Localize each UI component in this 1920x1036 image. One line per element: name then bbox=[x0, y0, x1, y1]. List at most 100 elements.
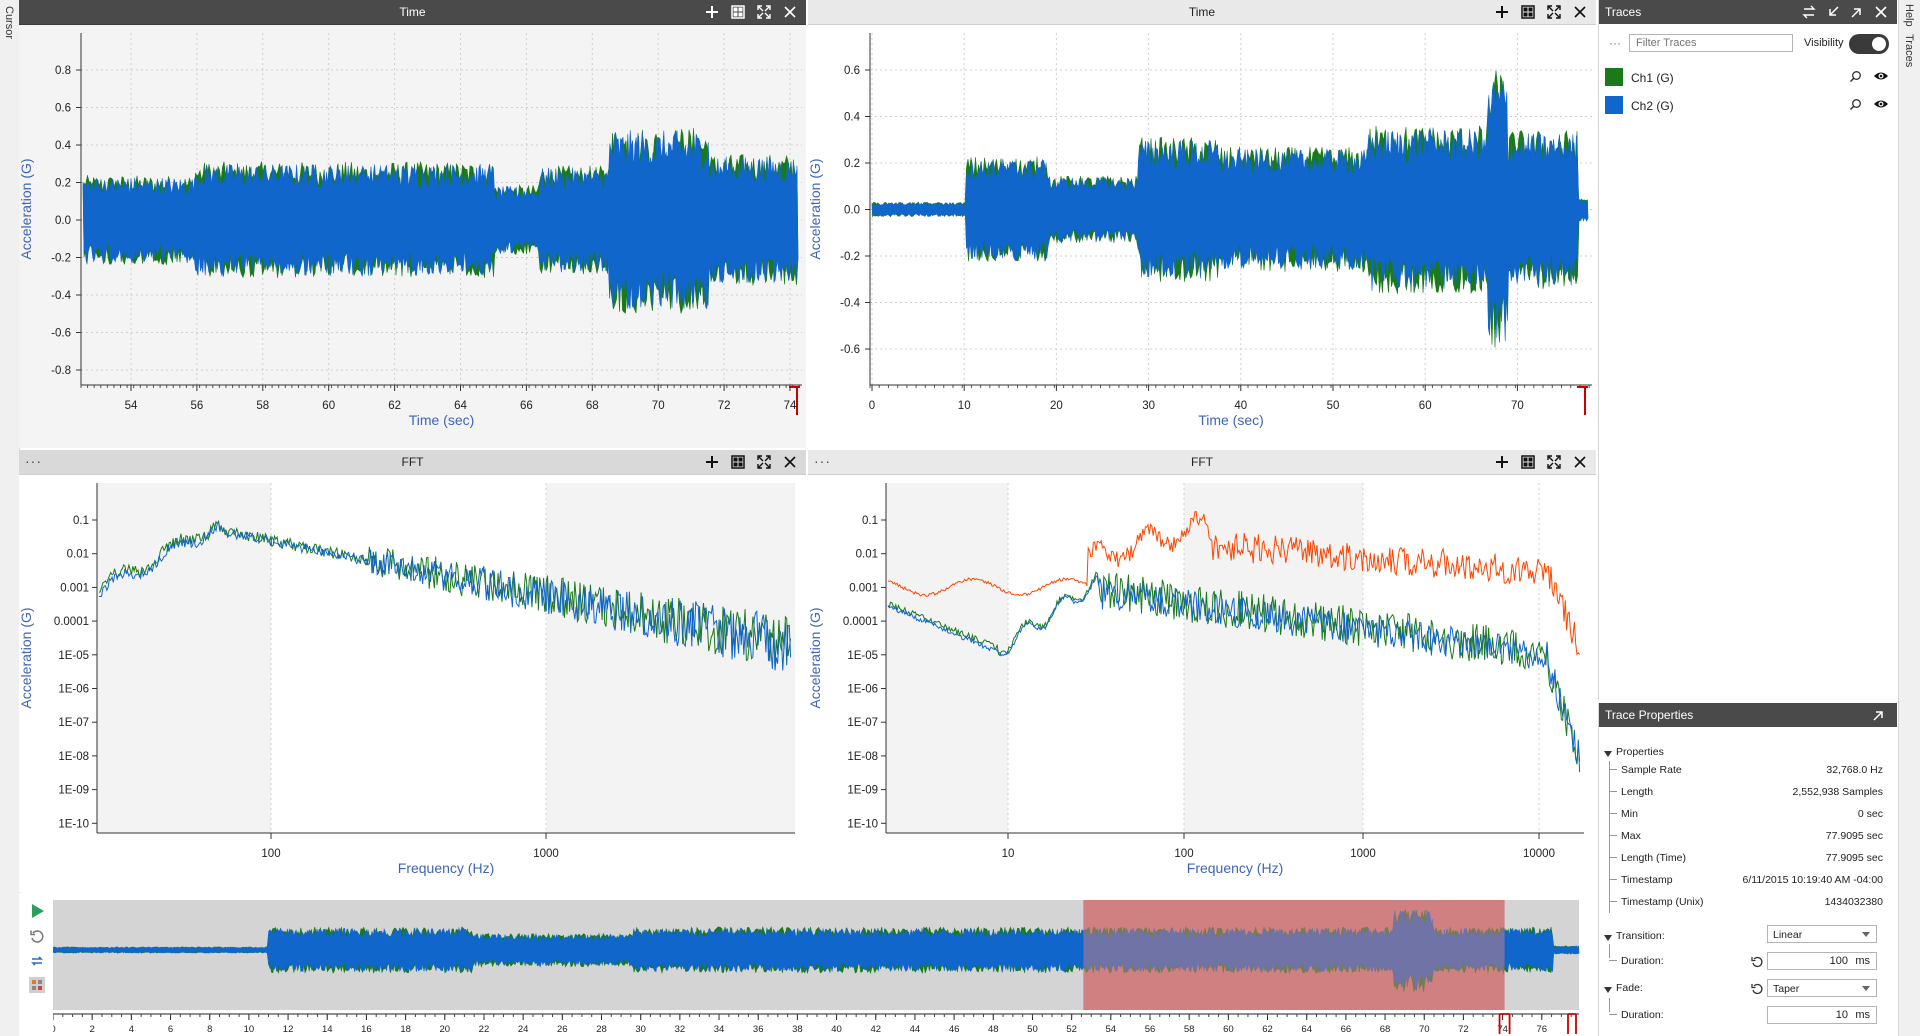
traces-tab-label[interactable]: Traces bbox=[1903, 34, 1915, 68]
y-tick-label: 1E-09 bbox=[847, 785, 878, 797]
y-tick-label: 0.8 bbox=[55, 65, 71, 77]
search-icon[interactable] bbox=[1849, 98, 1862, 116]
fade-duration-value: 10 bbox=[1835, 1009, 1848, 1021]
close-icon[interactable] bbox=[1570, 452, 1590, 472]
panel-header: ··· FFT bbox=[808, 450, 1596, 475]
overview-tick-label: 50 bbox=[1027, 1024, 1038, 1035]
y-axis-label: Acceleration (G) bbox=[19, 607, 34, 708]
expand-icon[interactable] bbox=[754, 2, 774, 22]
close-icon[interactable] bbox=[780, 2, 800, 22]
property-value: 32,768.0 Hz bbox=[1826, 764, 1883, 776]
transition-select[interactable]: Linear bbox=[1767, 925, 1877, 943]
transition-duration-row: Duration: bbox=[1599, 951, 1897, 971]
expand-icon[interactable] bbox=[1544, 2, 1564, 22]
close-icon[interactable] bbox=[1871, 2, 1891, 22]
fade-duration-label: Duration: bbox=[1621, 1009, 1664, 1021]
property-value: 0 sec bbox=[1857, 808, 1883, 820]
property-row: Length 2,552,938 Samples bbox=[1599, 782, 1897, 802]
fade-duration-input[interactable]: 10 ms bbox=[1767, 1006, 1877, 1024]
overview-tick-label: 34 bbox=[714, 1024, 725, 1035]
fade-duration-unit: ms bbox=[1855, 1009, 1870, 1021]
reset-icon[interactable] bbox=[1751, 982, 1763, 1000]
trace-color-swatch[interactable] bbox=[1605, 96, 1623, 114]
chevron-down-icon[interactable] bbox=[1604, 984, 1612, 996]
fade-row: Fade: bbox=[1599, 978, 1897, 998]
trace-row-ch1[interactable]: Ch1 (G) bbox=[1599, 64, 1897, 90]
overview-tick-label: 14 bbox=[322, 1024, 333, 1035]
fade-select[interactable]: Taper bbox=[1767, 979, 1877, 997]
properties-section[interactable]: Properties bbox=[1599, 742, 1897, 762]
transition-duration-input[interactable]: 100 ms bbox=[1767, 952, 1877, 970]
swap-icon[interactable] bbox=[1799, 2, 1819, 22]
more-icon[interactable]: ··· bbox=[25, 453, 42, 469]
grid-icon[interactable] bbox=[1518, 452, 1538, 472]
visibility-toggle[interactable] bbox=[1849, 34, 1889, 54]
panel-header: Time bbox=[19, 0, 806, 25]
time-plot-2[interactable]: 0.6 0.4 0.2 0.0 -0.2 -0.4 -0.6 0 10 20 30 40 50 60 70 T… bbox=[808, 25, 1596, 448]
expand-icon[interactable] bbox=[1544, 452, 1564, 472]
search-icon[interactable] bbox=[1849, 70, 1862, 88]
chevron-down-icon[interactable] bbox=[1604, 932, 1612, 944]
visibility-label: Visibility bbox=[1804, 37, 1844, 49]
add-icon[interactable] bbox=[702, 2, 722, 22]
end-marker bbox=[1567, 1013, 1577, 1034]
popout-icon[interactable] bbox=[1847, 2, 1867, 22]
fade-select-value: Taper bbox=[1773, 983, 1800, 995]
add-icon[interactable] bbox=[702, 452, 722, 472]
y-tick-label: 0.1 bbox=[73, 515, 89, 527]
eye-icon[interactable] bbox=[1873, 97, 1889, 116]
properties-section-label: Properties bbox=[1616, 746, 1664, 758]
fft-plot-2[interactable]: 0.1 0.01 0.001 0.0001 1E-05 1E-06 1E-07 1E-08 1E… bbox=[808, 475, 1596, 892]
fft-plot-1[interactable]: 0.1 0.01 0.001 0.0001 1E-05 1E-06 1E-07 1E-08 1E… bbox=[19, 475, 806, 892]
cursor-tab-label[interactable]: Cursor bbox=[3, 6, 15, 40]
add-icon[interactable] bbox=[1492, 452, 1512, 472]
grid-icon[interactable] bbox=[728, 452, 748, 472]
help-tab-label[interactable]: Help bbox=[1903, 4, 1915, 27]
y-tick-label: 0.1 bbox=[862, 515, 878, 527]
overview-tick-label: 2 bbox=[90, 1024, 95, 1035]
overview-tick-label: 46 bbox=[949, 1024, 960, 1035]
play-icon[interactable] bbox=[29, 903, 47, 921]
filter-traces-input[interactable] bbox=[1629, 34, 1793, 52]
y-tick-label: 1E-10 bbox=[847, 818, 878, 830]
grid-icon[interactable] bbox=[728, 2, 748, 22]
expand-icon[interactable] bbox=[754, 452, 774, 472]
collapse-icon[interactable] bbox=[1823, 2, 1843, 22]
color-tiles-icon[interactable] bbox=[29, 977, 47, 995]
property-label: Timestamp (Unix) bbox=[1621, 896, 1704, 908]
grid-icon[interactable] bbox=[1518, 2, 1538, 22]
x-tick-label: 0 bbox=[869, 400, 875, 412]
eye-icon[interactable] bbox=[1873, 69, 1889, 88]
y-tick-label: 0.2 bbox=[55, 178, 71, 190]
more-icon[interactable]: ··· bbox=[1609, 36, 1621, 50]
trace-ch2 bbox=[99, 521, 792, 671]
more-icon[interactable]: ··· bbox=[814, 453, 831, 469]
close-icon[interactable] bbox=[780, 452, 800, 472]
trace-name: Ch1 (G) bbox=[1631, 71, 1674, 85]
popout-icon[interactable] bbox=[1869, 705, 1889, 725]
overview-tick-label: 28 bbox=[596, 1024, 607, 1035]
trace-row-ch2[interactable]: Ch2 (G) bbox=[1599, 92, 1897, 118]
reset-icon[interactable] bbox=[1751, 955, 1763, 973]
close-icon[interactable] bbox=[1570, 2, 1590, 22]
overview-tick-label: 56 bbox=[1145, 1024, 1156, 1035]
cursor-sidebar[interactable]: Cursor bbox=[0, 0, 20, 1036]
y-tick-label: 0.0001 bbox=[843, 616, 878, 628]
traces-filter-bar: ··· Visibility bbox=[1599, 30, 1897, 58]
loop-icon[interactable] bbox=[29, 953, 47, 971]
panel-header: ··· FFT bbox=[19, 450, 806, 475]
x-tick-label: 60 bbox=[322, 400, 335, 412]
property-value: 2,552,938 Samples bbox=[1792, 786, 1883, 798]
chevron-down-icon[interactable] bbox=[1604, 748, 1612, 760]
x-tick-label: 66 bbox=[520, 400, 533, 412]
overview-tick-label: 32 bbox=[675, 1024, 686, 1035]
y-tick-label: 0.0 bbox=[844, 205, 860, 217]
reset-icon[interactable] bbox=[29, 929, 47, 947]
transition-select-value: Linear bbox=[1773, 929, 1803, 941]
overview-tick-label: 44 bbox=[910, 1024, 921, 1035]
transition-duration-value: 100 bbox=[1829, 955, 1848, 967]
y-tick-label: 0.01 bbox=[67, 549, 89, 561]
trace-color-swatch[interactable] bbox=[1605, 68, 1623, 86]
add-icon[interactable] bbox=[1492, 2, 1512, 22]
time-plot-1[interactable]: 0.8 0.6 0.4 0.2 0.0 -0.2 -0.4 -0.6 -0.8 54 56 58 60 6… bbox=[19, 25, 806, 448]
